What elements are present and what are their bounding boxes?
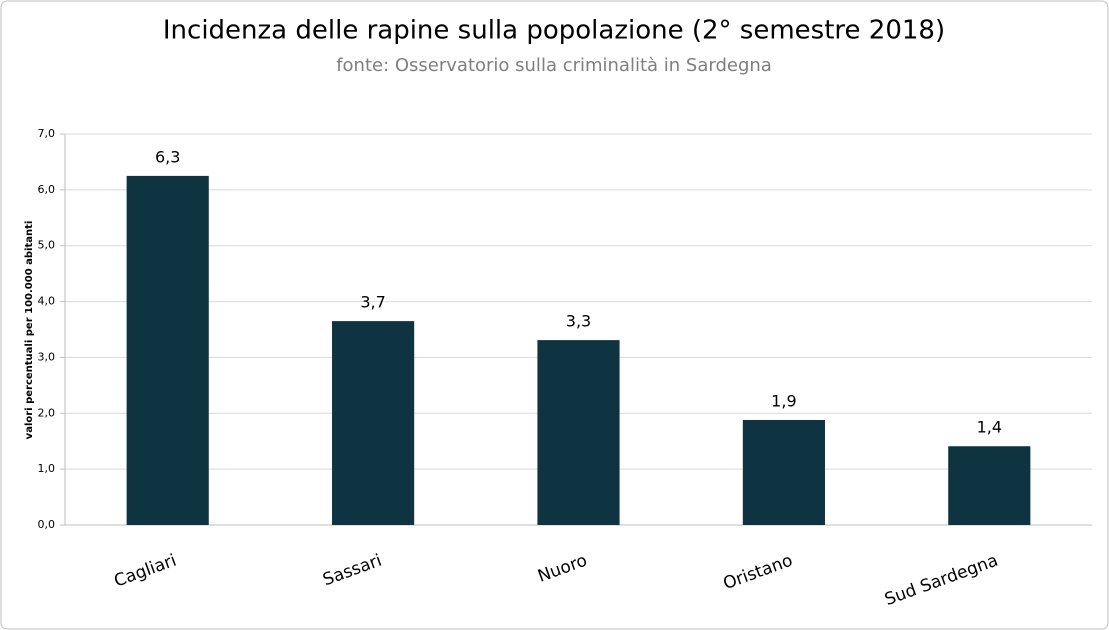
y-tick-label: 0,0 bbox=[38, 518, 56, 531]
value-label: 1,4 bbox=[977, 418, 1002, 437]
value-label: 3,7 bbox=[360, 293, 385, 312]
y-tick-label: 2,0 bbox=[38, 406, 56, 419]
y-axis-label: valori percentuali per 100.000 abitanti bbox=[24, 221, 35, 440]
bar bbox=[537, 340, 620, 525]
y-tick-label: 4,0 bbox=[38, 295, 56, 308]
value-label: 1,9 bbox=[771, 391, 796, 410]
bar bbox=[948, 446, 1031, 525]
value-label: 6,3 bbox=[155, 147, 180, 166]
y-tick-label: 6,0 bbox=[38, 183, 56, 196]
y-tick-label: 1,0 bbox=[38, 462, 56, 475]
chart-subtitle: fonte: Osservatorio sulla criminalità in… bbox=[336, 55, 772, 76]
bar bbox=[332, 321, 415, 525]
y-tick-label: 7,0 bbox=[38, 127, 56, 140]
chart-title: Incidenza delle rapine sulla popolazione… bbox=[163, 16, 945, 46]
value-label: 3,3 bbox=[566, 312, 591, 331]
y-tick-label: 5,0 bbox=[38, 239, 56, 252]
bar bbox=[742, 419, 825, 525]
bar bbox=[126, 175, 209, 525]
y-tick-label: 3,0 bbox=[38, 350, 56, 363]
